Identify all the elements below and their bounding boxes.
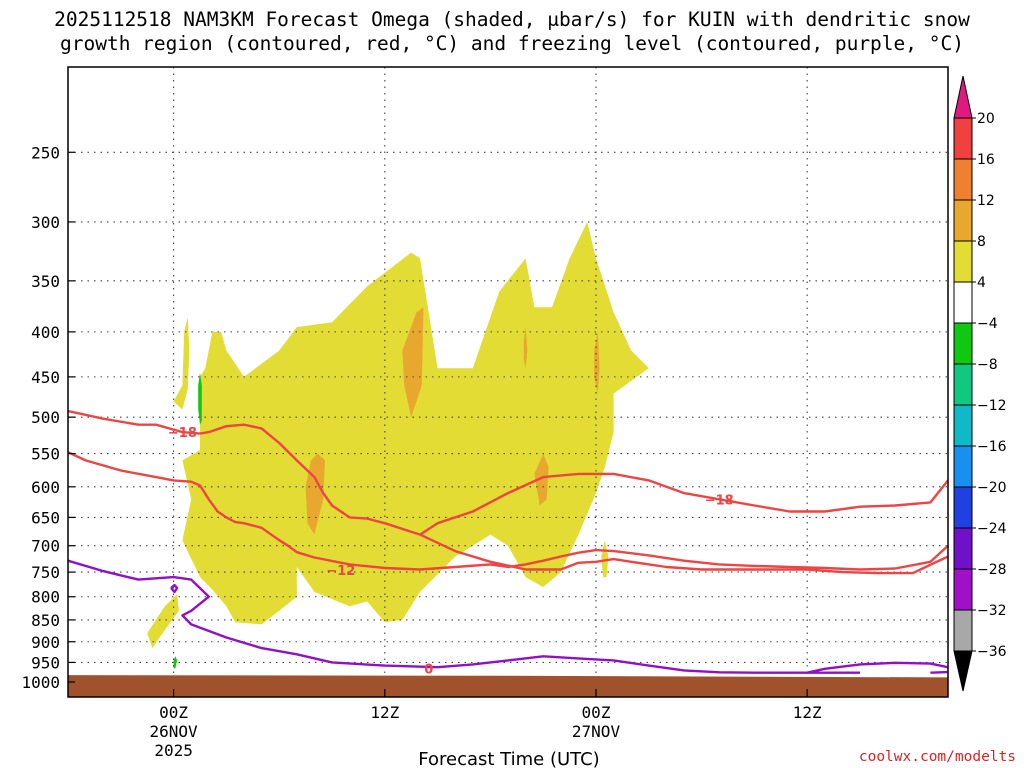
freezing-level-0C [68, 559, 860, 674]
dgz-minus18-right [419, 472, 948, 536]
colorbar-label-8: −16 [977, 439, 1007, 455]
y-tick-label-900: 900 [31, 633, 60, 652]
colorbar-bin-5 [953, 322, 973, 365]
y-tick-label-450: 450 [31, 368, 60, 387]
terrain-fill [68, 675, 948, 697]
omega-neg-4-8-b [173, 656, 178, 669]
y-tick-label-600: 600 [31, 478, 60, 497]
y-tick-label-750: 750 [31, 563, 60, 582]
x-tick-label-0-2: 2025 [154, 741, 193, 760]
colorbar-label-11: −28 [977, 562, 1007, 578]
colorbar-bin-12 [953, 609, 973, 652]
y-tick-label-500: 500 [31, 408, 60, 427]
y-tick-label-300: 300 [31, 213, 60, 232]
x-axis-label: Forecast Time (UTC) [418, 749, 599, 768]
y-tick-label-800: 800 [31, 588, 60, 607]
omega-4-8-main [182, 221, 649, 625]
x-tick-label-24-1: 27NOV [572, 722, 621, 741]
omega-4-8-low-left [147, 594, 179, 649]
colorbar-label-5: −4 [977, 316, 998, 332]
x-tick-label-0-1: 26NOV [150, 722, 199, 741]
colorbar-label-12: −32 [977, 603, 1007, 619]
dgz-minus18-right-label: −18 [705, 493, 734, 508]
colorbar-bin-1 [953, 158, 973, 201]
colorbar-label-0: 20 [977, 111, 995, 127]
colorbar-bin-6 [953, 363, 973, 406]
x-tick-label-36-0: 12Z [793, 703, 822, 722]
colorbar: 20 16 12 8 4 −4 −8 −12 −16 −20 −24 −28 −32 −36 [953, 75, 1007, 692]
plot-area: −18 −12 −18 0 [68, 67, 948, 697]
y-tick-label-550: 550 [31, 445, 60, 464]
colorbar-label-7: −12 [977, 398, 1007, 414]
colorbar-bin-11 [953, 568, 973, 611]
x-tick-label-0-0: 00Z [159, 703, 188, 722]
chart-title-line1: 2025112518 NAM3KM Forecast Omega (shaded… [54, 8, 970, 31]
omega-8-12-c [534, 453, 549, 506]
colorbar-bin-2 [953, 199, 973, 242]
chart-title-line2: growth region (contoured, red, °C) and f… [60, 32, 964, 55]
y-tick-label-700: 700 [31, 537, 60, 556]
colorbar-label-10: −24 [977, 521, 1007, 537]
y-tick-label-650: 650 [31, 508, 60, 527]
dgz-lower-minus12 [68, 451, 948, 571]
omega-neg-4-8-a [198, 372, 202, 425]
dgz-lower-minus12-label: −12 [326, 564, 355, 579]
colorbar-label-1: 16 [977, 152, 995, 168]
colorbar-bin-8 [953, 445, 973, 488]
plot-frame [67, 66, 949, 698]
credit-text: coolwx.com/modelts [859, 749, 1016, 765]
y-tick-label-950: 950 [31, 653, 60, 672]
colorbar-label-6: −8 [977, 357, 998, 373]
dgz-upper-minus18-label: −18 [168, 426, 197, 441]
colorbar-bin-9 [953, 486, 973, 529]
colorbar-label-3: 8 [977, 234, 986, 250]
y-tick-label-350: 350 [31, 272, 60, 291]
y-tick-label-250: 250 [31, 143, 60, 162]
freezing-level-0C-loop [170, 583, 179, 594]
colorbar-label-2: 12 [977, 193, 995, 209]
x-tick-label-12-0: 12Z [370, 703, 399, 722]
colorbar-label-9: −20 [977, 480, 1007, 496]
colorbar-under-arrow [953, 650, 973, 692]
y-tick-label-1000: 1000 [21, 673, 60, 692]
grid-layer [68, 67, 948, 697]
colorbar-bin-10 [953, 527, 973, 570]
colorbar-bin-4 [953, 281, 973, 324]
omega-8-12-e [523, 327, 528, 369]
omega-8-12-b [402, 307, 424, 418]
colorbar-label-13: −36 [977, 644, 1007, 660]
x-tick-label-24-0: 00Z [582, 703, 611, 722]
terrain-layer [68, 675, 948, 697]
freezing-level-0C-right [806, 661, 948, 674]
freezing-level-0C-label: 0 [424, 662, 433, 677]
colorbar-bin-0 [953, 117, 973, 160]
contour-layer: −18 −12 −18 0 [68, 409, 948, 677]
y-axis: 250 300 350 400 450 500 550 600 650 700 750 800 850 9… [21, 143, 75, 692]
y-tick-label-850: 850 [31, 611, 60, 630]
y-tick-label-400: 400 [31, 323, 60, 342]
colorbar-bin-3 [953, 240, 973, 283]
omega-4-8-left [173, 317, 190, 410]
dgz-upper-minus18 [68, 409, 948, 575]
colorbar-bin-7 [953, 404, 973, 447]
colorbar-label-4: 4 [977, 275, 986, 291]
